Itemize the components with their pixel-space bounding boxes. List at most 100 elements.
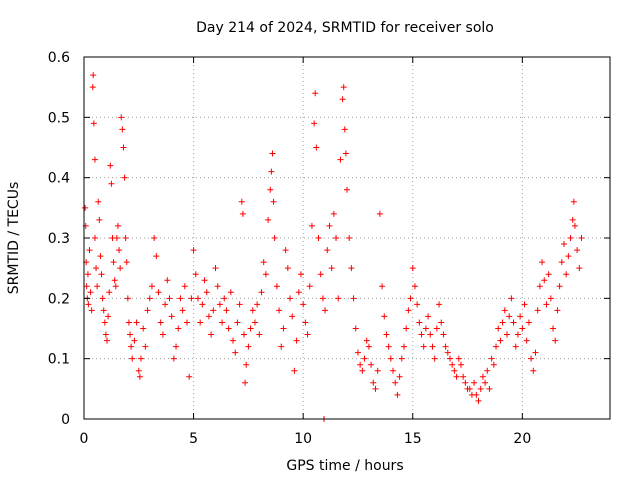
data-point (175, 325, 182, 332)
data-point (354, 349, 361, 356)
data-point (442, 343, 449, 350)
data-point (82, 204, 89, 211)
data-point (569, 216, 576, 223)
data-point (482, 379, 489, 386)
data-point (525, 319, 532, 326)
data-point (416, 319, 423, 326)
data-point (148, 283, 155, 290)
data-point (194, 295, 201, 302)
data-point (83, 283, 90, 290)
data-point (173, 343, 180, 350)
data-point (335, 295, 342, 302)
data-point (268, 168, 275, 175)
data-point (230, 337, 237, 344)
data-point (390, 367, 397, 374)
data-point (425, 313, 432, 320)
data-point (293, 337, 300, 344)
data-point (300, 301, 307, 308)
data-point (302, 319, 309, 326)
data-point (99, 295, 106, 302)
data-point (120, 144, 127, 151)
data-point (457, 361, 464, 368)
data-point (449, 361, 456, 368)
axis-ticks: 0 0.1 0.2 0.3 0.4 0.5 0.6 0 5 10 15 20 (48, 50, 610, 447)
data-point (534, 307, 541, 314)
data-point (223, 307, 230, 314)
data-point (368, 361, 375, 368)
data-point (123, 259, 130, 266)
data-point (490, 361, 497, 368)
data-point (287, 295, 294, 302)
data-point (234, 319, 241, 326)
data-point (105, 313, 112, 320)
y-tick-label: 0.5 (48, 110, 70, 126)
data-point (322, 307, 329, 314)
data-point (271, 235, 278, 241)
data-point (361, 355, 368, 362)
data-point (240, 331, 247, 338)
data-point (570, 198, 577, 205)
data-point (409, 265, 416, 272)
data-point (484, 367, 491, 374)
data-point (135, 367, 142, 374)
data-point (107, 162, 114, 169)
data-point (205, 313, 212, 320)
data-point (420, 343, 427, 350)
data-point (137, 355, 144, 362)
data-point (346, 235, 353, 241)
data-point (221, 295, 228, 302)
data-point (208, 331, 215, 338)
data-point (517, 313, 524, 320)
y-tick-label: 0.1 (48, 352, 70, 368)
y-tick-label: 0.3 (48, 231, 70, 247)
data-point (379, 283, 386, 290)
data-point (170, 355, 177, 362)
data-point (289, 313, 296, 320)
data-point (530, 367, 537, 374)
data-point (385, 343, 392, 350)
data-point (317, 271, 324, 278)
data-point (106, 289, 113, 296)
data-point (91, 156, 98, 163)
data-point (190, 247, 197, 254)
data-point (541, 277, 548, 284)
data-point (352, 325, 359, 332)
data-point (499, 319, 506, 326)
data-point (284, 265, 291, 272)
data-point (118, 114, 125, 121)
data-point (503, 331, 510, 338)
data-point (547, 295, 554, 302)
data-point (447, 355, 454, 362)
data-point (422, 325, 429, 332)
data-point (460, 373, 467, 380)
data-point (479, 373, 486, 380)
data-point (497, 337, 504, 344)
data-point (94, 283, 101, 290)
data-point (453, 373, 460, 380)
data-point (93, 265, 100, 272)
data-point (319, 295, 326, 302)
data-point (100, 307, 107, 314)
data-point (245, 343, 252, 350)
data-point (400, 343, 407, 350)
data-point (365, 343, 372, 350)
data-point (179, 307, 186, 314)
data-point (168, 313, 175, 320)
data-point (558, 259, 565, 266)
data-point (212, 265, 219, 272)
data-point (97, 253, 104, 260)
data-point (227, 289, 234, 296)
data-point (339, 96, 346, 103)
data-point (359, 367, 366, 374)
data-point (523, 337, 530, 344)
data-point (455, 355, 462, 362)
data-point (556, 283, 563, 290)
data-point (545, 271, 552, 278)
data-point (344, 186, 350, 193)
data-point (444, 349, 451, 356)
data-point (324, 247, 331, 254)
data-point (282, 247, 289, 254)
data-point (276, 307, 283, 314)
data-point (88, 307, 95, 314)
grid (84, 57, 610, 419)
